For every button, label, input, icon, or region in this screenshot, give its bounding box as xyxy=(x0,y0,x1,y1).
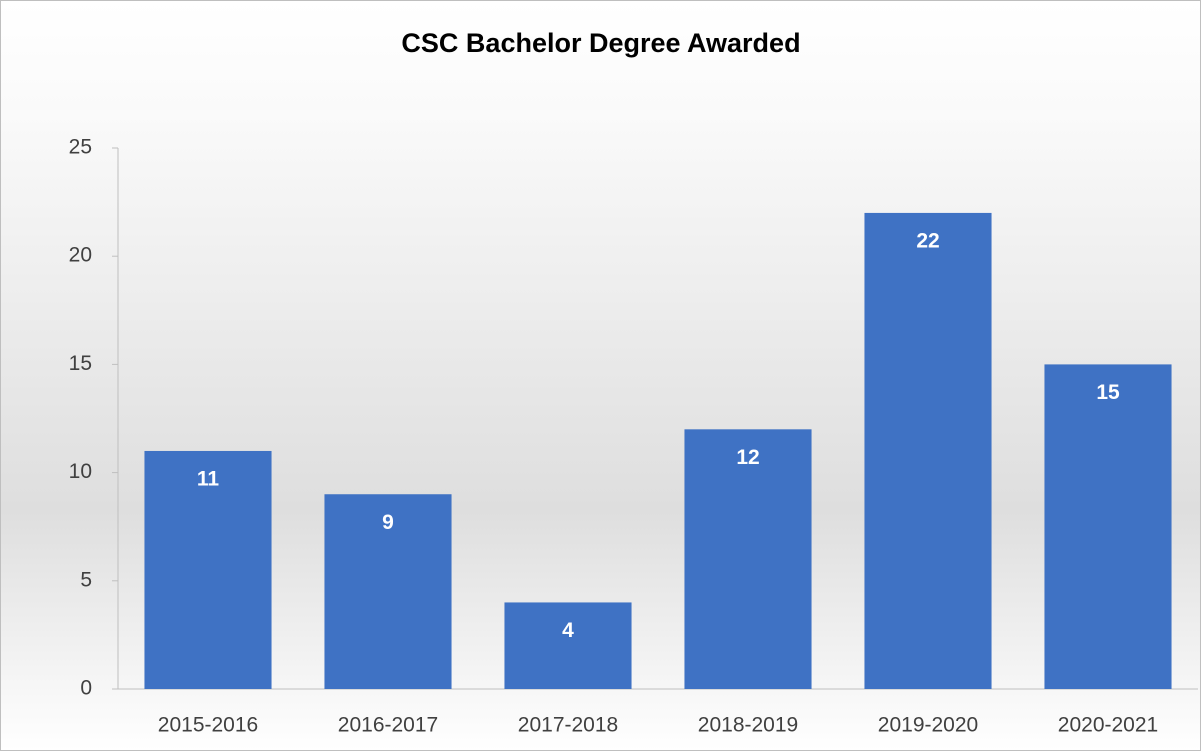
x-tick-label: 2020-2021 xyxy=(1058,714,1158,737)
bar xyxy=(1044,364,1172,689)
x-tick-label: 2019-2020 xyxy=(878,714,978,737)
bar xyxy=(144,450,272,689)
y-tick-label: 20 xyxy=(69,244,92,267)
data-label: 4 xyxy=(562,619,574,642)
data-label: 22 xyxy=(916,229,939,252)
bar xyxy=(864,212,992,690)
data-label: 9 xyxy=(382,511,394,534)
y-tick-label: 25 xyxy=(69,136,92,159)
chart-title: CSC Bachelor Degree Awarded xyxy=(401,28,800,58)
x-tick-label: 2017-2018 xyxy=(518,714,618,737)
bar xyxy=(324,494,452,689)
x-tick-label: 2018-2019 xyxy=(698,714,798,737)
y-tick-label: 15 xyxy=(69,352,92,375)
x-tick-label: 2016-2017 xyxy=(338,714,438,737)
bar xyxy=(684,429,812,689)
data-label: 11 xyxy=(197,468,220,491)
y-tick-label: 10 xyxy=(69,460,92,483)
x-tick-label: 2015-2016 xyxy=(158,714,258,737)
data-label: 15 xyxy=(1096,381,1120,404)
data-label: 12 xyxy=(736,446,759,469)
y-tick-label: 0 xyxy=(80,677,92,700)
y-tick-label: 5 xyxy=(80,568,92,591)
bar xyxy=(504,602,632,689)
